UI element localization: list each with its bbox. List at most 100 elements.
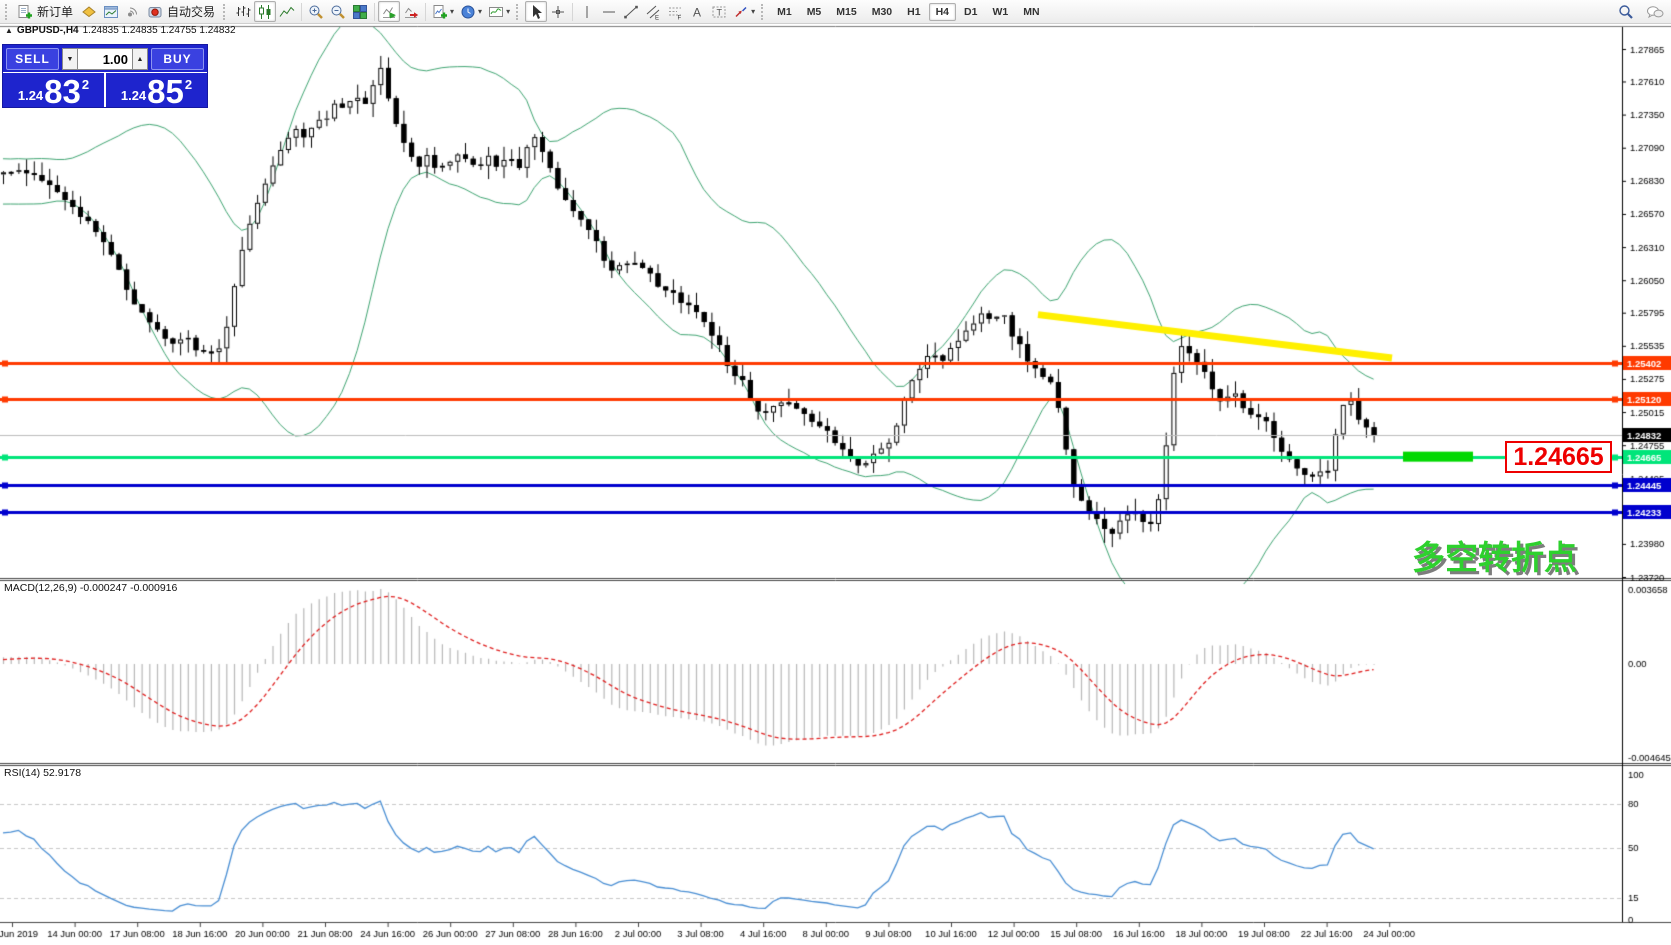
auto-trading-label: 自动交易: [167, 5, 216, 19]
toolbar-separator: [572, 2, 574, 21]
price-callout-box[interactable]: 1.24665: [1505, 441, 1612, 473]
symbol-period-label: GBPUSD-,H4: [16, 25, 79, 36]
sell-price-pip: 2: [81, 77, 90, 92]
auto-trading-button[interactable]: 自动交易: [144, 1, 220, 22]
auto-scroll-button[interactable]: [378, 1, 401, 22]
crosshair-icon: [550, 4, 566, 20]
ohlc-values: 1.24835 1.24835 1.24755 1.24832: [82, 25, 236, 36]
new-order-button[interactable]: 新订单: [14, 1, 78, 22]
line-chart-icon: [279, 4, 295, 20]
text-button[interactable]: A: [686, 1, 708, 22]
search-button[interactable]: [1615, 1, 1637, 22]
volume-increase-button[interactable]: ▲: [132, 48, 148, 70]
quotes-icon: [81, 4, 97, 20]
cursor-button[interactable]: [525, 1, 548, 22]
channel-button[interactable]: E: [642, 1, 664, 22]
text-label-button[interactable]: T: [708, 1, 730, 22]
indicators-dropdown-button[interactable]: ▾: [485, 1, 513, 22]
sell-price-display[interactable]: 1.24 83 2: [3, 72, 104, 110]
volume-decrease-button[interactable]: ▼: [62, 48, 78, 70]
svg-text:T: T: [717, 7, 723, 17]
toolbar-grip[interactable]: [761, 3, 767, 20]
arrows-dropdown-button[interactable]: ▾: [730, 1, 758, 22]
macd-indicator-label: MACD(12,26,9) -0.000247 -0.000916: [4, 582, 178, 594]
sell-price-prefix: 1.24: [17, 88, 44, 103]
svg-text:A: A: [693, 5, 701, 19]
timeframe-M5[interactable]: M5: [800, 3, 829, 21]
collapse-panel-icon[interactable]: ▲: [5, 26, 13, 35]
zoom-in-icon: [308, 4, 324, 20]
quotes-button[interactable]: [78, 1, 100, 22]
bar-chart-button[interactable]: [232, 1, 254, 22]
horizontal-line-button[interactable]: [598, 1, 620, 22]
rsi-indicator-label: RSI(14) 52.9178: [4, 767, 82, 779]
timeframe-M30[interactable]: M30: [865, 3, 899, 21]
buy-price-display[interactable]: 1.24 85 2: [106, 72, 207, 110]
new-chart-icon: [432, 4, 448, 20]
toolbar: 新订单 自动交易 ▾ ▾: [0, 0, 1671, 24]
new-order-icon: [17, 4, 33, 20]
arrows-icon: [733, 4, 749, 20]
candlestick-chart-button[interactable]: [254, 1, 277, 22]
volume-stepper: ▼ ▲: [62, 48, 148, 70]
fibonacci-button[interactable]: F: [664, 1, 686, 22]
buy-price-pip: 2: [184, 77, 193, 92]
price-chart-canvas[interactable]: [0, 24, 1671, 945]
bar-chart-icon: [235, 4, 251, 20]
toolbar-separator: [425, 2, 427, 21]
chat-icon: [1646, 4, 1664, 20]
line-chart-button[interactable]: [276, 1, 298, 22]
timeframe-W1[interactable]: W1: [985, 3, 1015, 21]
text-label-icon: T: [711, 4, 727, 20]
toolbar-grip[interactable]: [223, 3, 229, 20]
signals-icon: [125, 4, 141, 20]
profiles-dropdown-button[interactable]: ▾: [457, 1, 485, 22]
timeframe-D1[interactable]: D1: [957, 3, 984, 21]
signals-button[interactable]: [122, 1, 144, 22]
search-icon: [1618, 4, 1634, 20]
fibonacci-icon: F: [667, 4, 683, 20]
text-icon: A: [689, 4, 705, 20]
channel-icon: E: [645, 4, 661, 20]
sell-price-main: 83: [44, 72, 81, 110]
buy-button[interactable]: BUY: [151, 48, 204, 70]
vertical-line-icon: [579, 4, 595, 20]
toolbar-grip[interactable]: [516, 3, 522, 20]
zoom-in-button[interactable]: [305, 1, 327, 22]
timeframe-MN[interactable]: MN: [1016, 3, 1046, 21]
chevron-down-icon: ▾: [751, 6, 756, 16]
toolbar-grip[interactable]: [5, 3, 11, 20]
chart-window-icon: [103, 4, 119, 20]
volume-input[interactable]: [78, 48, 132, 70]
cursor-icon: [528, 4, 544, 20]
timeframe-M1[interactable]: M1: [770, 3, 799, 21]
tile-windows-button[interactable]: [349, 1, 371, 22]
buy-price-prefix: 1.24: [120, 88, 147, 103]
buy-price-main: 85: [147, 72, 184, 110]
zoom-out-button[interactable]: [327, 1, 349, 22]
new-order-label: 新订单: [37, 5, 74, 19]
crosshair-button[interactable]: [547, 1, 569, 22]
auto-trading-icon: [147, 4, 163, 20]
chevron-down-icon: ▾: [506, 6, 511, 16]
chart-shift-icon: [403, 4, 419, 20]
vertical-line-button[interactable]: [576, 1, 598, 22]
trendline-button[interactable]: [620, 1, 642, 22]
zoom-out-icon: [330, 4, 346, 20]
chat-button[interactable]: [1643, 1, 1667, 22]
chevron-down-icon: ▾: [478, 6, 483, 16]
timeframe-H4[interactable]: H4: [928, 2, 957, 21]
trendline-icon: [623, 4, 639, 20]
new-chart-dropdown-button[interactable]: ▾: [429, 1, 457, 22]
chevron-down-icon: ▾: [450, 6, 455, 16]
sell-button[interactable]: SELL: [6, 48, 59, 70]
turning-point-annotation[interactable]: 多空转折点: [1412, 539, 1577, 576]
chart-shift-button[interactable]: [400, 1, 422, 22]
timeframe-M15[interactable]: M15: [829, 3, 863, 21]
toolbar-separator: [374, 2, 376, 21]
chart-window-button[interactable]: [100, 1, 122, 22]
timeframe-H1[interactable]: H1: [900, 3, 927, 21]
svg-text:E: E: [655, 15, 659, 20]
candlestick-chart-icon: [257, 4, 273, 20]
